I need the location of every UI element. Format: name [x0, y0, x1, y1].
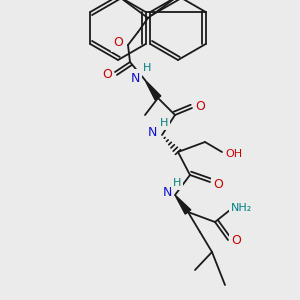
- Text: H: H: [160, 118, 168, 128]
- Text: O: O: [195, 100, 205, 112]
- Text: O: O: [113, 37, 123, 50]
- Text: H: H: [173, 178, 181, 188]
- Text: H: H: [143, 63, 151, 73]
- Text: N: N: [147, 127, 157, 140]
- Polygon shape: [145, 80, 161, 100]
- Text: O: O: [231, 233, 241, 247]
- Polygon shape: [175, 195, 191, 214]
- Text: NH₂: NH₂: [231, 203, 253, 213]
- Text: O: O: [213, 178, 223, 190]
- Text: O: O: [102, 68, 112, 80]
- Text: OH: OH: [225, 149, 243, 159]
- Text: N: N: [130, 71, 140, 85]
- Text: N: N: [162, 187, 172, 200]
